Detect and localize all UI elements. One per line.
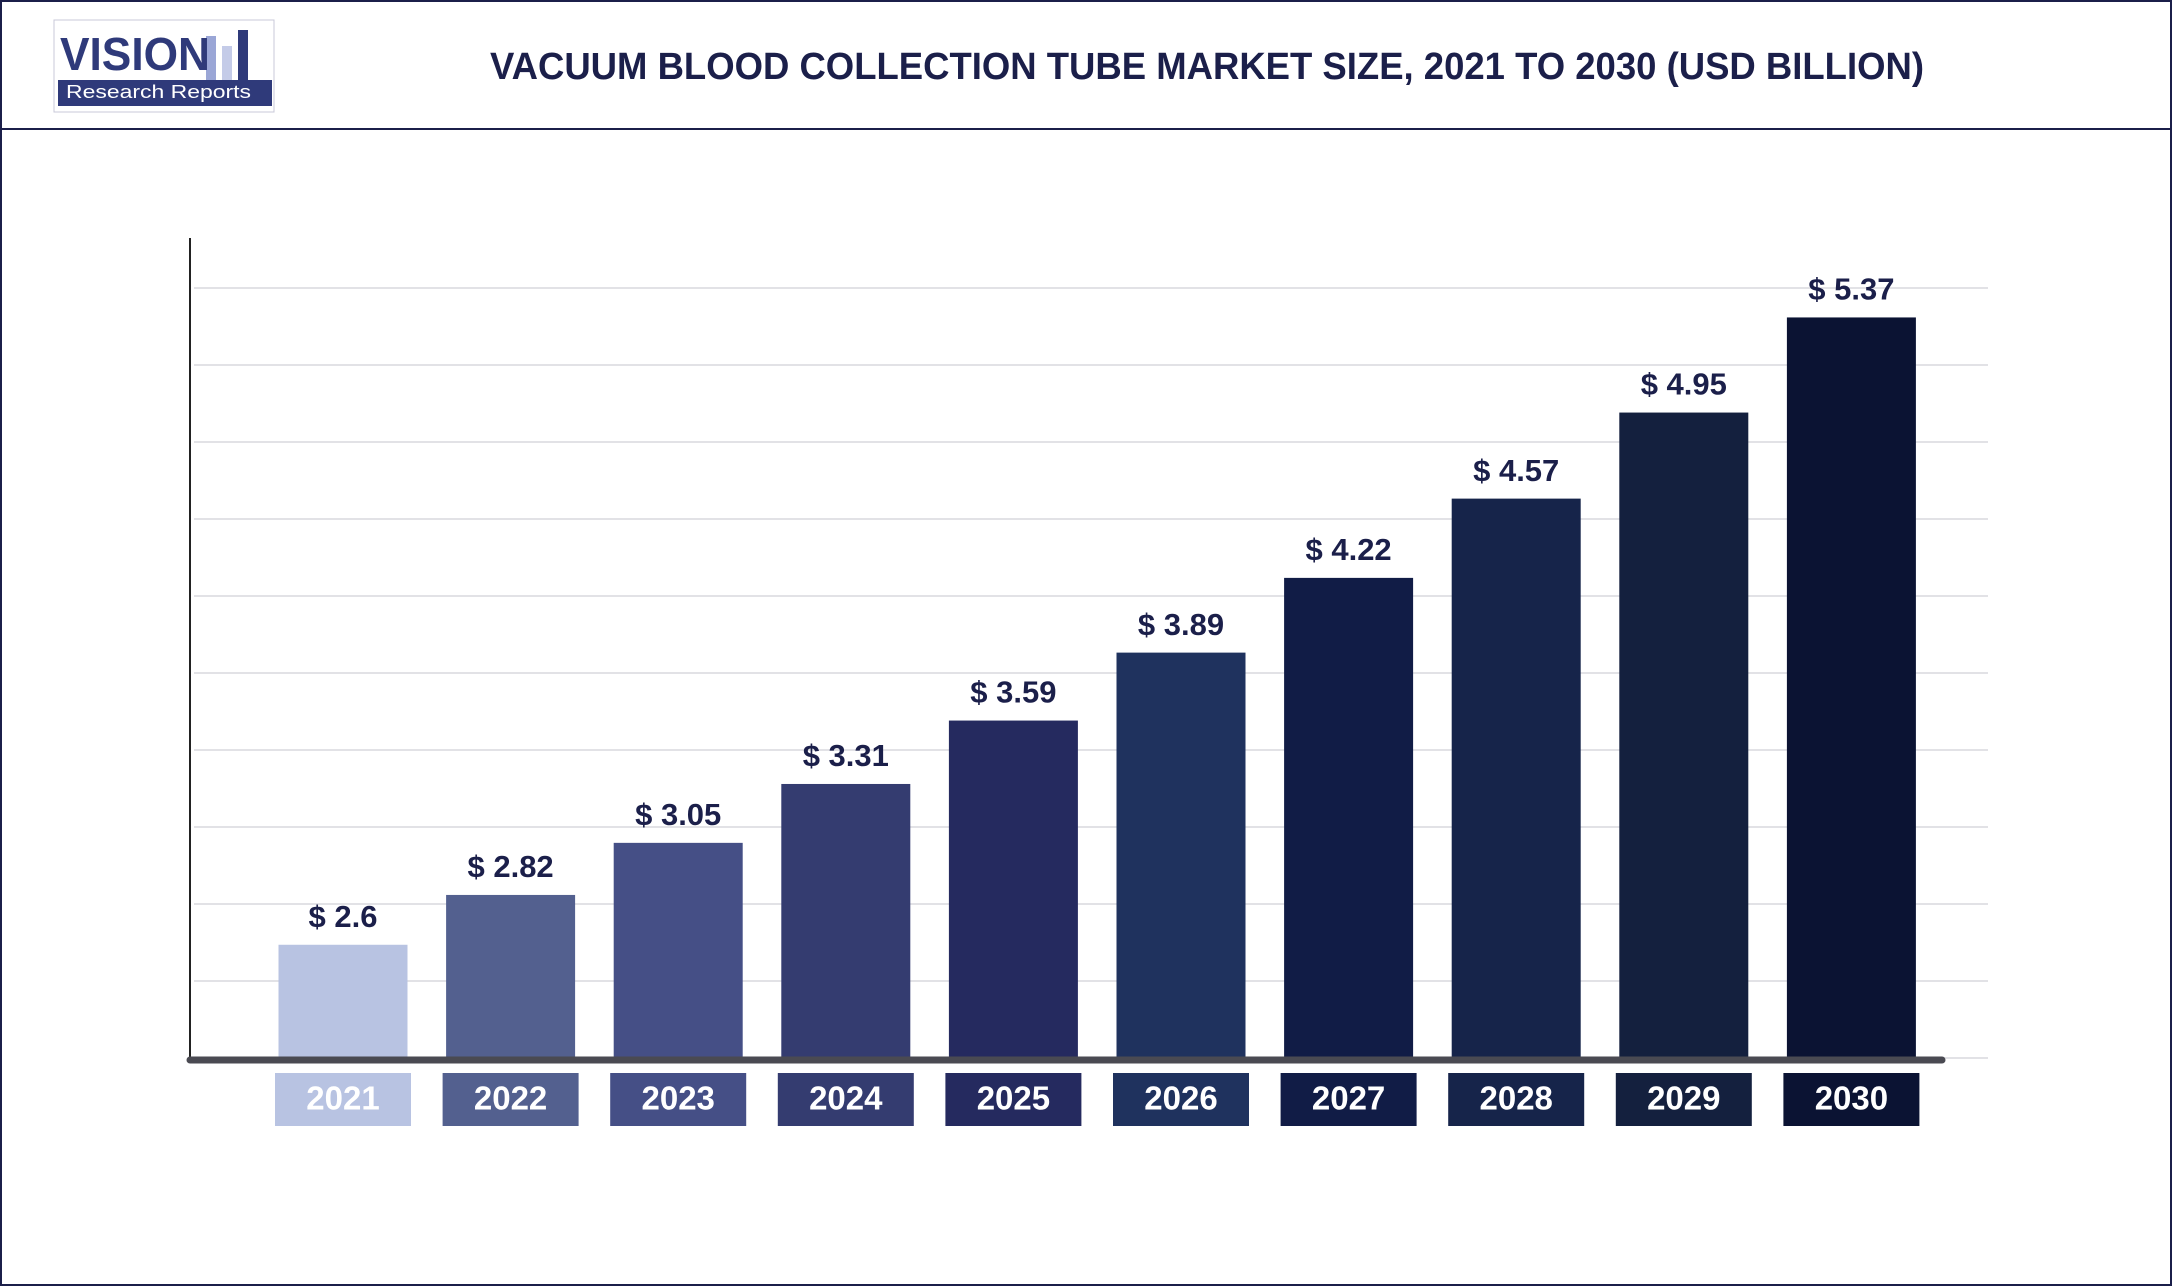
chart-title: VACUUM BLOOD COLLECTION TUBE MARKET SIZE… xyxy=(490,46,1924,88)
bar xyxy=(1619,412,1749,1058)
x-tick-label: 2026 xyxy=(1144,1080,1217,1117)
category-box xyxy=(275,1073,411,1126)
value-label: $ 3.05 xyxy=(635,797,721,832)
value-label: $ 5.37 xyxy=(1808,272,1894,307)
bar xyxy=(1451,498,1581,1058)
bar xyxy=(1284,577,1414,1058)
category-box xyxy=(777,1073,914,1126)
logo-tagline: Research Reports xyxy=(66,82,251,102)
x-tick-label: 2028 xyxy=(1479,1080,1552,1117)
category-box xyxy=(1113,1073,1249,1126)
logo-name: VISION xyxy=(60,28,210,80)
logo-band xyxy=(58,80,272,106)
x-tick-label: 2022 xyxy=(474,1080,547,1117)
bar xyxy=(446,894,576,1058)
value-label: $ 3.89 xyxy=(1138,607,1224,642)
category-box xyxy=(1280,1073,1417,1126)
category-box xyxy=(442,1073,579,1126)
x-tick-label: 2027 xyxy=(1312,1080,1385,1117)
logo-bar xyxy=(206,36,216,88)
x-tick-label: 2029 xyxy=(1647,1080,1720,1117)
logo-bar xyxy=(238,30,248,88)
category-box xyxy=(1783,1073,1920,1126)
category-box xyxy=(610,1073,747,1126)
bar xyxy=(781,783,911,1058)
value-label: $ 3.59 xyxy=(970,675,1056,710)
x-tick-label: 2030 xyxy=(1815,1080,1888,1117)
category-box xyxy=(1448,1073,1585,1126)
bar xyxy=(1116,652,1246,1058)
value-label: $ 4.57 xyxy=(1473,453,1559,488)
logo: VISION Research Reports xyxy=(53,19,275,113)
bar xyxy=(278,944,408,1058)
category-box xyxy=(1615,1073,1752,1126)
value-label: $ 4.95 xyxy=(1641,367,1727,402)
x-tick-label: 2024 xyxy=(809,1080,883,1117)
value-label: $ 4.22 xyxy=(1305,532,1391,567)
bar xyxy=(948,720,1078,1058)
x-tick-label: 2021 xyxy=(306,1080,379,1117)
bar xyxy=(613,842,743,1058)
category-box xyxy=(945,1073,1082,1126)
bar xyxy=(1786,317,1916,1058)
value-label: $ 2.6 xyxy=(309,899,378,934)
value-label: $ 3.31 xyxy=(803,738,889,773)
logo-bar xyxy=(222,46,232,88)
x-tick-label: 2025 xyxy=(977,1080,1050,1117)
value-label: $ 2.82 xyxy=(467,849,553,884)
x-tick-label: 2023 xyxy=(641,1080,714,1117)
